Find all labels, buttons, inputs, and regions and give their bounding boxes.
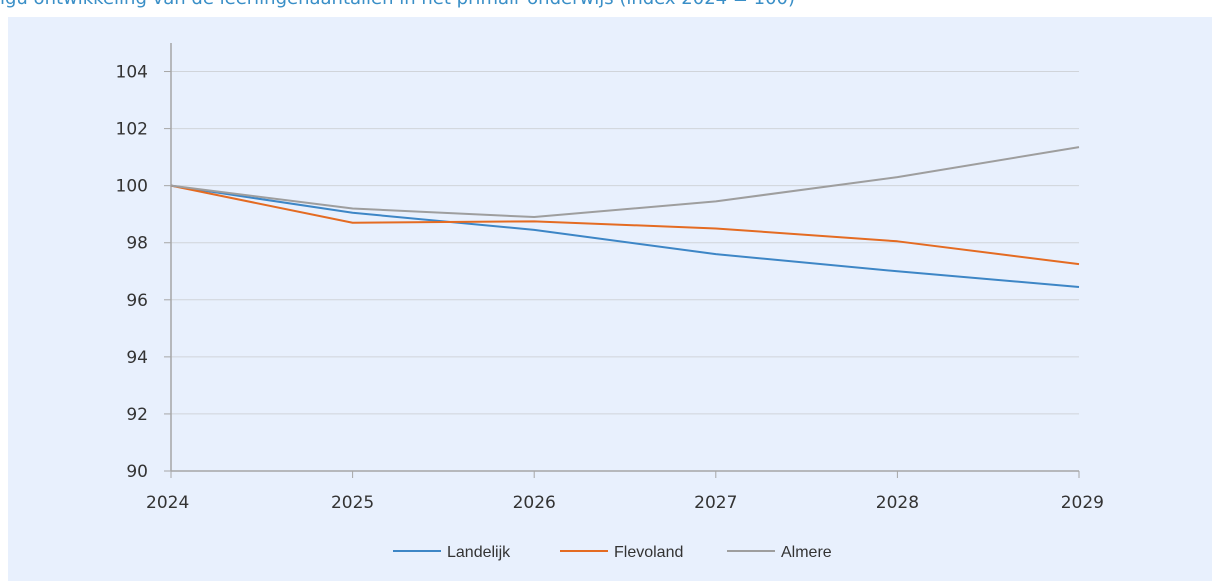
y-tick-98: 98 <box>126 234 148 254</box>
y-tick-104: 104 <box>116 63 148 83</box>
y-tick-102: 102 <box>116 120 148 140</box>
x-tick-2025: 2025 <box>331 493 374 513</box>
x-tick-2024: 2024 <box>146 493 189 513</box>
series-line-almere <box>170 146 1080 219</box>
series-lines <box>170 146 1080 288</box>
x-tick-labels: 2024 2025 2026 2027 2028 2029 <box>146 493 1104 513</box>
axes <box>164 43 1080 478</box>
legend: Landelijk Flevoland Almere <box>393 544 832 561</box>
legend-label-almere: Almere <box>781 544 832 561</box>
x-tick-2027: 2027 <box>694 493 737 513</box>
x-tick-2028: 2028 <box>876 493 919 513</box>
y-tick-labels: 90 92 94 96 98 100 102 104 <box>116 63 148 482</box>
y-tick-90: 90 <box>126 462 148 482</box>
gridlines <box>171 71 1079 415</box>
figure-caption: igu ontwikkeling van de leerlingenaantal… <box>0 0 795 9</box>
series-line-flevoland <box>170 184 1080 266</box>
x-tick-2029: 2029 <box>1061 493 1104 513</box>
chart-panel <box>8 17 1212 581</box>
y-tick-96: 96 <box>126 291 148 311</box>
y-tick-92: 92 <box>126 405 148 425</box>
legend-label-flevoland: Flevoland <box>614 544 683 561</box>
y-tick-100: 100 <box>116 177 148 197</box>
x-tick-2026: 2026 <box>513 493 556 513</box>
legend-label-landelijk: Landelijk <box>447 544 511 561</box>
y-tick-94: 94 <box>126 348 148 368</box>
series-line-landelijk <box>170 184 1080 288</box>
